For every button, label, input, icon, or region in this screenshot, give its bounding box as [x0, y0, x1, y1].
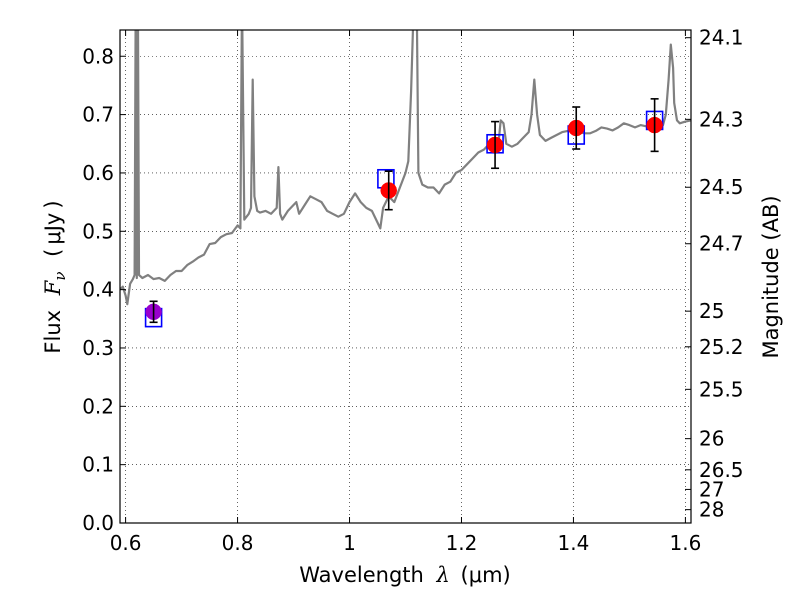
y2-tick-label: 26 [699, 427, 724, 451]
x-axis-label-symbol: λ [436, 563, 450, 587]
y2-axis-label: Magnitude (AB) [759, 195, 783, 358]
x-tick-label: 1 [343, 531, 356, 555]
y-tick-label: 0.3 [82, 336, 114, 360]
y2-tick-label: 25.2 [699, 335, 744, 359]
y-tick-label: 0.0 [82, 511, 114, 535]
y-axis-label-unit: μJy [41, 213, 65, 245]
y2-tick-label: 26.5 [699, 458, 744, 482]
data-points [144, 98, 664, 328]
x-tick-label: 1.6 [669, 531, 701, 555]
y-tick-label: 0.4 [82, 278, 114, 302]
y-tick-label: 0.8 [82, 44, 114, 68]
y-tick-label: 0.1 [82, 453, 114, 477]
spectrum-line [120, 30, 691, 306]
y2-tick-label: 25.5 [699, 377, 744, 401]
x-axis-label-text: Wavelength [299, 563, 424, 587]
x-tick-label: 0.6 [110, 531, 142, 555]
y-axis-label-text: Flux [41, 310, 65, 354]
plot-frame [119, 29, 692, 524]
x-tick-label: 1.4 [558, 531, 590, 555]
grid-lines [120, 30, 691, 523]
y-axis-label-subscript: ν [51, 272, 69, 281]
y-tick-label: 0.2 [82, 394, 114, 418]
x-tick-label: 1.2 [446, 531, 478, 555]
y2-tick-label: 24.5 [699, 175, 744, 199]
spectrum-series [120, 30, 691, 306]
x-axis-label: Wavelength λ (μm) [299, 563, 511, 587]
x-tick-label: 0.8 [222, 531, 254, 555]
y-tick-label: 0.5 [82, 219, 114, 243]
y2-tick-label: 25 [699, 299, 724, 323]
y-axis-label-symbol: F [41, 279, 65, 296]
y2-tick-label: 24.1 [699, 26, 744, 50]
y-axis-ticks: 0.0 0.1 0.2 0.3 0.4 0.5 0.6 0.7 0.8 [82, 44, 126, 535]
y2-tick-label: 24.3 [699, 107, 744, 131]
y2-tick-label: 27 [699, 477, 724, 501]
x-axis-ticks: 0.6 0.8 1 1.2 1.4 1.6 [110, 30, 701, 555]
y-tick-label: 0.6 [82, 161, 114, 185]
x-axis-label-unit: μm [469, 563, 503, 587]
y-axis-label: Flux Fν (μJy) [41, 200, 70, 353]
y-tick-label: 0.7 [82, 103, 114, 127]
y2-tick-label: 24.7 [699, 232, 744, 256]
y2-tick-label: 28 [699, 498, 724, 522]
